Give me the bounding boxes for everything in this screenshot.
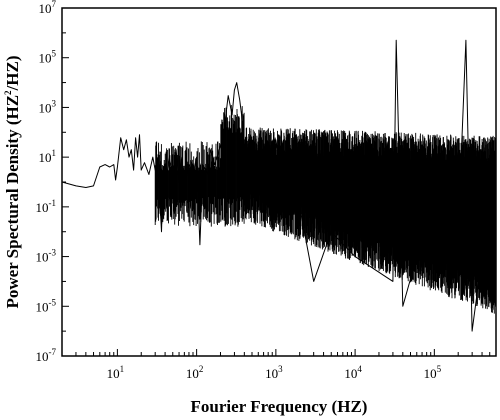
x-tick-label: 101 <box>107 364 124 381</box>
y-axis-title: Power Spectural Density (HZ2/HZ) <box>3 55 22 308</box>
y-axis-ticks: 10-7 10-5 10-3 10-1 101 103 105 107 <box>36 0 69 364</box>
x-tick-label: 104 <box>344 364 362 381</box>
y-tick-label: 10-3 <box>36 248 57 265</box>
x-tick-label: 105 <box>424 364 442 381</box>
y-tick-label: 107 <box>39 0 57 16</box>
psd-noise-band <box>154 105 497 314</box>
x-axis-ticks: 101 102 103 104 105 <box>61 349 497 381</box>
y-axis-title-tail: /HZ) <box>3 55 22 91</box>
x-tick-label: 102 <box>186 364 204 381</box>
y-axis-title-sup: 2 <box>3 90 13 95</box>
x-tick-label: 103 <box>265 364 283 381</box>
y-tick-label: 10-5 <box>36 297 57 314</box>
y-tick-label: 103 <box>39 98 57 115</box>
y-tick-label: 105 <box>39 49 57 66</box>
y-tick-label: 10-7 <box>36 347 57 364</box>
y-tick-label: 101 <box>39 148 57 165</box>
y-axis-title-base: Power Spectural Density (HZ <box>3 95 22 309</box>
y-tick-label: 10-1 <box>36 198 57 215</box>
x-axis-title: Fourier Frequency (HZ) <box>191 397 368 416</box>
